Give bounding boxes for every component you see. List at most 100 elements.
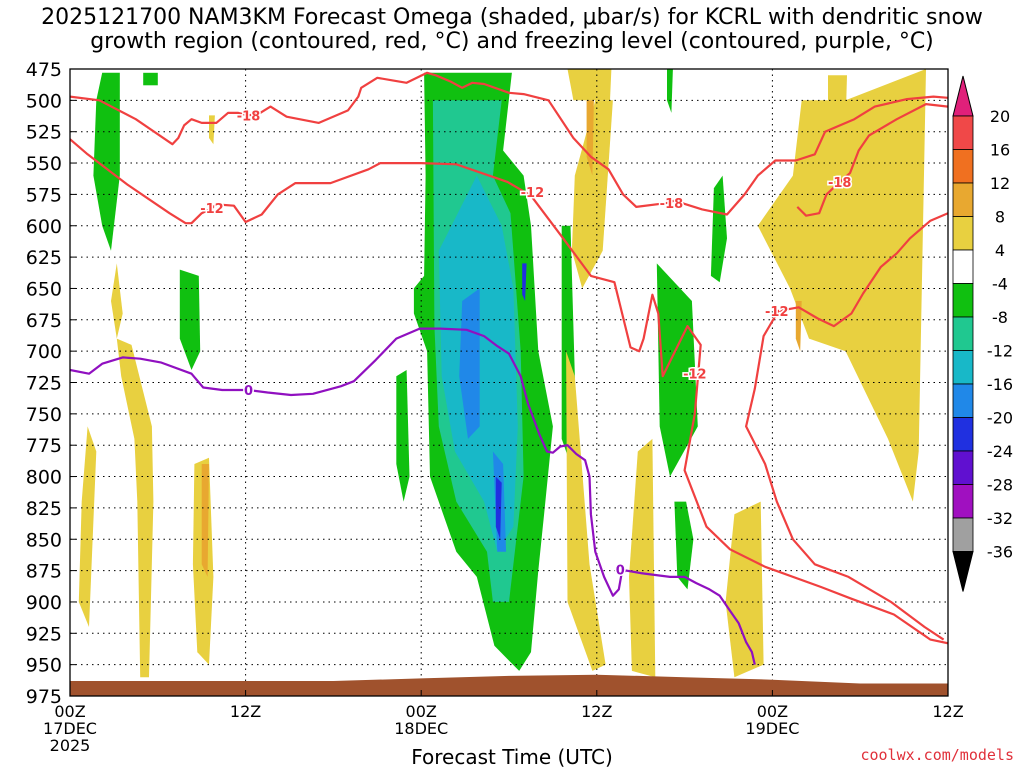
colorbar-label-1: 16 [990, 141, 1010, 160]
colorbar-bin-6 [952, 283, 974, 318]
omega-region-5 [111, 263, 123, 339]
x-tick-label-0-2: 2025 [50, 736, 91, 755]
chart-title: 2025121700 NAM3KM Forecast Omega (shaded… [0, 6, 1024, 54]
freezing-line-0 [70, 327, 756, 665]
y-tick-label-17: 900 [26, 592, 62, 614]
y-tick-label-1: 500 [26, 90, 62, 112]
colorbar-bin-11 [952, 450, 974, 485]
y-tick-label-19: 950 [26, 655, 62, 677]
colorbar-label-2: 12 [990, 174, 1010, 193]
colorbar-label-9: -20 [987, 409, 1013, 428]
colorbar-label-5: -4 [992, 275, 1008, 294]
y-tick-label-0: 475 [26, 59, 62, 81]
colorbar: 20 16 12 8 4 -4 -8 -12 -16 -20 -24 -28 -32 -36 [952, 75, 1013, 592]
x-tick-label-3-0: 12Z [581, 702, 612, 721]
y-axis-labels: 475 500 525 550 575 600 625 650 675 700 725 750 775 8… [26, 59, 76, 708]
dgz-label-1: -12 [200, 202, 224, 217]
colorbar-bin-12 [952, 484, 974, 519]
omega-region-6 [209, 115, 215, 145]
y-tick-label-8: 675 [26, 310, 62, 332]
colorbar-label-12: -32 [987, 509, 1013, 528]
omega-region-21 [656, 263, 698, 477]
omega-region-29 [201, 464, 209, 577]
y-tick-label-9: 700 [26, 341, 62, 363]
omega-region-14 [495, 476, 502, 540]
dgz-label-2: -12 [765, 305, 789, 320]
colorbar-label-3: 8 [995, 208, 1005, 227]
chart-title-line1: 2025121700 NAM3KM Forecast Omega (shaded… [41, 5, 983, 30]
dgz-line-2 [744, 212, 948, 641]
x-tick-label-5-0: 12Z [932, 702, 963, 721]
colorbar-bin-9 [952, 383, 974, 418]
omega-region-4 [78, 426, 97, 627]
colorbar-label-7: -12 [987, 342, 1013, 361]
colorbar-bin-1 [952, 115, 974, 150]
omega-region-24 [674, 501, 694, 590]
omega-region-18 [567, 69, 612, 101]
colorbar-bin-3 [952, 182, 974, 217]
y-tick-label-20: 975 [26, 686, 62, 708]
colorbar-label-4: 4 [995, 241, 1005, 260]
omega-region-19 [566, 351, 606, 671]
colorbar-label-11: -28 [987, 476, 1013, 495]
colorbar-label-13: -36 [987, 543, 1013, 562]
dgz-line-3 [796, 102, 948, 217]
colorbar-bin-8 [952, 350, 974, 385]
colorbar-bin-5 [952, 249, 974, 284]
omega-region-12 [459, 288, 480, 439]
contours: -18 -12 -12 -18 -18 -12 -12 0 0 [70, 71, 948, 694]
omega-region-25 [757, 69, 926, 502]
x-tick-label-4-0: 00Z [757, 702, 788, 721]
omega-region-20 [629, 438, 656, 678]
credit-text: coolwx.com/models [860, 746, 1014, 764]
colorbar-bin-7 [952, 316, 974, 351]
omega-region-1 [143, 72, 158, 86]
freezing-label-1: 0 [616, 563, 625, 578]
y-tick-label-15: 850 [26, 529, 62, 551]
x-tick-label-4-1: 19DEC [745, 719, 799, 738]
plot-frame [69, 68, 949, 697]
dgz-label-3: -18 [828, 176, 852, 191]
omega-region-17 [571, 100, 613, 289]
colorbar-bin-4 [952, 216, 974, 251]
colorbar-bin-13 [952, 517, 974, 552]
y-tick-label-10: 725 [26, 373, 62, 395]
terrain-fill [70, 674, 948, 696]
x-tick-label-2-1: 18DEC [394, 719, 448, 738]
colorbar-label-6: -8 [992, 308, 1008, 327]
y-tick-label-4: 575 [26, 184, 62, 206]
colorbar-label-10: -24 [987, 442, 1013, 461]
omega-region-26 [725, 501, 764, 678]
y-tick-label-13: 800 [26, 467, 62, 489]
y-tick-label-11: 750 [26, 404, 62, 426]
dgz-line-0 [70, 71, 948, 216]
omega-region-9 [396, 370, 410, 502]
dgz-label-4: -18 [660, 197, 684, 212]
omega-region-30 [795, 301, 802, 352]
x-axis-title: Forecast Time (UTC) [411, 745, 613, 769]
y-tick-label-5: 600 [26, 216, 62, 238]
colorbar-bottom-arrow [952, 551, 974, 592]
dgz-label-5: -12 [521, 186, 545, 201]
omega-region-22 [710, 175, 727, 283]
x-tick-label-0-1: 17DEC [43, 719, 97, 738]
dgz-label-0: -18 [237, 109, 261, 124]
y-tick-label-18: 925 [26, 623, 62, 645]
omega-region-15 [522, 263, 527, 301]
chart-title-line2: growth region (contoured, red, °C) and f… [90, 29, 934, 54]
freezing-label-0: 0 [244, 384, 253, 399]
x-tick-label-2-0: 00Z [406, 702, 437, 721]
colorbar-top-arrow [952, 75, 974, 117]
y-tick-label-16: 875 [26, 561, 62, 583]
y-tick-label-14: 825 [26, 498, 62, 520]
x-tick-label-0-0: 00Z [54, 702, 85, 721]
dgz-label-6: -12 [683, 368, 707, 383]
omega-region-23 [667, 69, 673, 113]
y-tick-label-3: 550 [26, 153, 62, 175]
y-tick-label-6: 625 [26, 247, 62, 269]
omega-region-0 [93, 72, 120, 251]
y-tick-label-7: 650 [26, 278, 62, 300]
terrain [70, 674, 948, 696]
dgz-line-1 [70, 138, 948, 645]
